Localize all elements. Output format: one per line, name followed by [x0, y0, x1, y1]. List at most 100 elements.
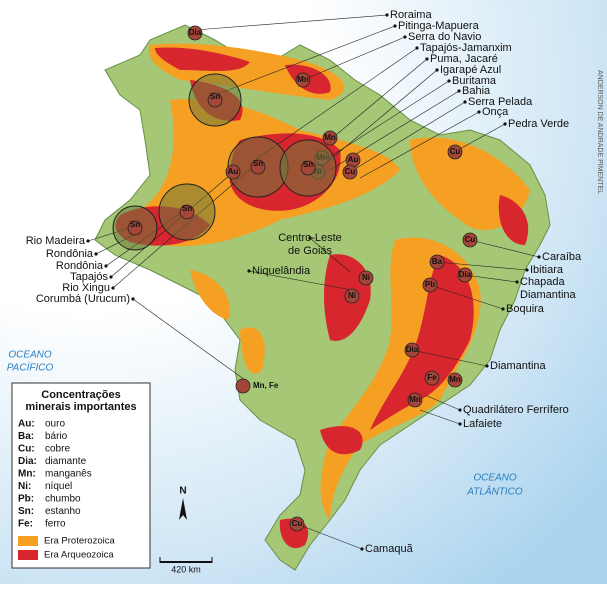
place-dot	[111, 286, 115, 290]
deposit-marker	[407, 392, 423, 408]
mineral-code: Au	[228, 167, 239, 176]
place-dot	[360, 547, 364, 551]
leader-line	[254, 47, 418, 161]
place-label: Boquira	[506, 303, 545, 315]
legend-title: Concentrações	[41, 389, 120, 401]
scale-label: 420 km	[171, 564, 201, 574]
mineral-code: Pb	[425, 280, 435, 289]
place-dot	[435, 68, 439, 72]
place-label: Onça	[482, 106, 509, 118]
legend-name: diamante	[45, 456, 87, 467]
mineral-code: Sn	[210, 92, 220, 101]
leader-line	[359, 111, 480, 179]
place-label: Camaquã	[365, 543, 414, 555]
deposit-marker	[295, 72, 311, 88]
deposit-marker	[225, 164, 241, 180]
place-dot	[385, 13, 389, 17]
deposit-marker	[422, 277, 438, 293]
mineral-code: Ba	[432, 257, 443, 266]
legend-code: Cu:	[18, 444, 35, 455]
place-label: Quadrilátero Ferrífero	[463, 404, 569, 416]
leader-line	[469, 239, 540, 258]
ocean-label: OCEANO	[473, 473, 517, 484]
legend-name: cobre	[45, 444, 70, 455]
place-dot	[447, 79, 451, 83]
mineral-code: Cu	[292, 519, 303, 528]
place-label: Tapajós	[70, 271, 108, 283]
mineral-code: Sn	[182, 204, 192, 213]
place-label: Rio Madeira	[26, 235, 86, 247]
place-dot	[537, 255, 541, 259]
deposit-marker	[322, 130, 338, 146]
mineral-code: Mn	[409, 395, 421, 404]
place-dot	[525, 268, 529, 272]
place-dot	[501, 307, 505, 311]
place-label: Lafaiete	[463, 418, 502, 430]
place-label: Caraíba	[542, 251, 582, 263]
legend-name: ouro	[45, 419, 65, 430]
legend-code: Ba:	[18, 431, 34, 442]
deposit-marker	[429, 254, 445, 270]
mineral-code: Ni	[362, 273, 370, 282]
place-dot	[463, 100, 467, 104]
place-dot	[308, 236, 312, 240]
place-dot	[415, 46, 419, 50]
deposit-marker	[300, 160, 316, 176]
north-label: N	[179, 486, 186, 497]
mineral-code: Dia	[459, 270, 472, 279]
legend-code: Sn:	[18, 506, 34, 517]
deposit-marker	[424, 370, 440, 386]
mineral-code: Mn, Fe	[253, 381, 279, 390]
mineral-code: Cu	[345, 167, 356, 176]
place-label: Igarapé Azul	[440, 64, 501, 76]
place-dot	[104, 264, 108, 268]
legend-title: minerais importantes	[25, 401, 136, 413]
place-label: Bahia	[462, 85, 491, 97]
mineral-code: Dia	[406, 345, 419, 354]
place-label: Niquelândia	[252, 265, 311, 277]
place-dot	[425, 57, 429, 61]
place-label: Corumbá (Urucum)	[36, 293, 130, 305]
place-dot	[458, 422, 462, 426]
leader-line	[464, 274, 518, 283]
leader-line	[429, 284, 504, 310]
place-dot	[477, 110, 481, 114]
place-dot	[109, 275, 113, 279]
mineral-code: Sn	[303, 160, 313, 169]
deposit-marker	[457, 267, 473, 283]
legend-name: níquel	[45, 481, 72, 492]
legend-name: bário	[45, 431, 68, 442]
mineral-code: Mn	[324, 133, 336, 142]
place-label: Rondônia	[46, 248, 94, 260]
place-label: Puma, Jacaré	[430, 53, 498, 65]
leader-line	[329, 58, 428, 141]
leader-line	[324, 80, 450, 161]
deposit-marker	[127, 220, 143, 236]
legend-era: Era Proterozoica	[44, 536, 115, 547]
credit: ANDERSON DE ANDRADE PIMENTEL	[596, 70, 603, 194]
place-dot	[94, 252, 98, 256]
legend-code: Mn:	[18, 469, 36, 480]
legend-code: Au:	[18, 419, 35, 430]
mineral-code: Cu	[465, 235, 476, 244]
deposit-marker	[462, 232, 478, 248]
place-label: Tapajós-Jamanxim	[420, 42, 512, 54]
leader-line	[214, 25, 396, 96]
place-label: Rondônia	[56, 260, 104, 272]
deposit-marker	[342, 164, 358, 180]
legend-swatch	[18, 550, 38, 560]
mineral-symbols: Dia Mn Sn Mn Au Mn Ni Sn Sn Cu Au Sn Sn Cu Cu Ba Dia Pb Ni…	[112, 25, 478, 532]
place-dot	[458, 408, 462, 412]
deposit-marker	[447, 372, 463, 388]
place-label: Pedra Verde	[508, 118, 569, 130]
mineral-code: Au	[348, 155, 359, 164]
place-label: Buritama	[452, 75, 497, 87]
leader-line	[309, 237, 351, 273]
leader-line	[302, 36, 406, 81]
place-dot	[247, 269, 251, 273]
place-label: Chapada	[520, 276, 566, 288]
leader-line	[317, 69, 438, 171]
place-dot	[131, 297, 135, 301]
